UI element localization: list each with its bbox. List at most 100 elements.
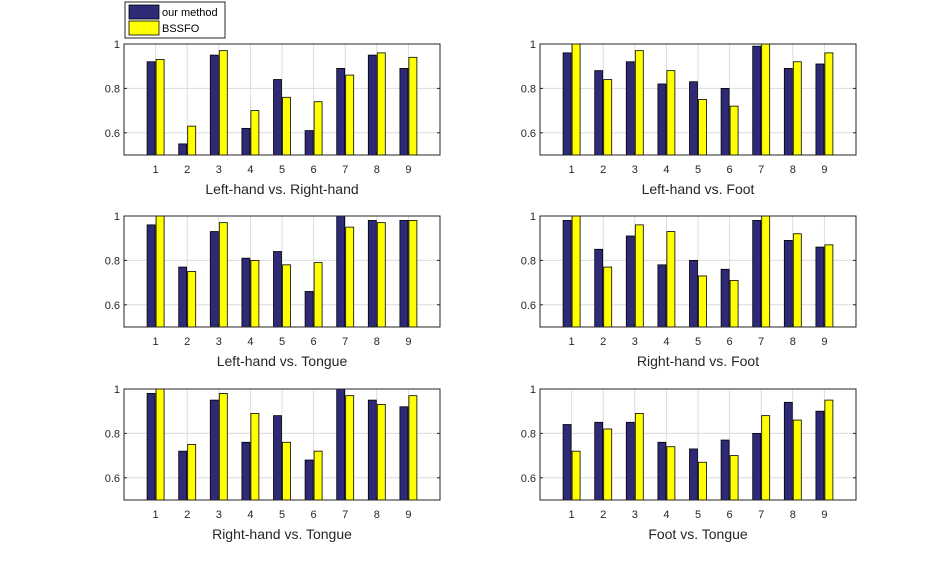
bar-bssfo — [603, 79, 613, 156]
bar-bssfo — [729, 105, 739, 156]
bar-bssfo — [282, 441, 291, 501]
y-tick-label: 1 — [530, 39, 536, 51]
x-tick-label: 1 — [569, 336, 575, 348]
x-axis-label: Left-hand vs. Foot — [642, 181, 755, 197]
chart-panel-5: 0.6 0.8 1 1 2 3 4 5 6 7 8 9 Right-hand vs. Tongue — [105, 384, 441, 542]
x-tick-label: 3 — [216, 336, 222, 348]
x-tick-label: 1 — [153, 164, 159, 176]
x-tick-label: 7 — [758, 336, 764, 348]
bar-our-method — [367, 220, 377, 328]
y-tick-label: 1 — [530, 211, 536, 223]
x-tick-label: 7 — [758, 164, 764, 176]
y-tick-label: 0.6 — [521, 473, 536, 485]
x-tick-label: 7 — [342, 509, 348, 521]
x-tick-label: 1 — [153, 336, 159, 348]
y-tick-label: 0.8 — [521, 255, 536, 267]
y-tick-label: 0.6 — [105, 473, 120, 485]
bar-our-method — [304, 291, 314, 328]
bar-bssfo — [282, 264, 291, 328]
bar-our-method — [657, 264, 667, 328]
bar-bssfo — [824, 52, 834, 156]
x-tick-label: 8 — [790, 336, 796, 348]
bar-our-method — [399, 220, 409, 328]
x-tick-label: 1 — [569, 509, 575, 521]
bar-bssfo — [187, 271, 197, 328]
y-tick-label: 0.8 — [105, 255, 120, 267]
bar-our-method — [562, 52, 572, 156]
x-tick-label: 8 — [790, 509, 796, 521]
bar-bssfo — [603, 428, 613, 501]
x-tick-label: 6 — [311, 336, 317, 348]
bar-our-method — [399, 406, 409, 501]
bar-our-method — [720, 439, 730, 501]
x-tick-label: 4 — [247, 164, 253, 176]
bar-bssfo — [792, 419, 802, 501]
x-tick-label: 3 — [216, 164, 222, 176]
bar-bssfo — [761, 215, 771, 328]
x-tick-label: 8 — [790, 164, 796, 176]
bar-bssfo — [408, 220, 418, 328]
y-tick-label: 0.6 — [105, 300, 120, 312]
x-tick-label: 5 — [695, 509, 701, 521]
bar-bssfo — [761, 43, 771, 156]
x-tick-label: 4 — [247, 509, 253, 521]
x-tick-label: 4 — [663, 164, 669, 176]
x-tick-label: 4 — [663, 336, 669, 348]
x-tick-label: 6 — [311, 509, 317, 521]
bar-bssfo — [218, 393, 228, 501]
bar-bssfo — [345, 226, 355, 328]
x-axis-label: Left-hand vs. Right-hand — [205, 181, 358, 197]
y-tick-label: 0.6 — [105, 128, 120, 140]
bar-bssfo — [698, 461, 707, 501]
legend-label-our-method: our method — [162, 7, 218, 19]
bar-bssfo — [408, 56, 418, 156]
bar-our-method — [336, 388, 346, 501]
x-tick-label: 4 — [247, 336, 253, 348]
bar-bssfo — [376, 404, 386, 501]
x-tick-label: 2 — [600, 509, 606, 521]
bar-our-method — [657, 83, 667, 156]
bar-our-method — [146, 61, 156, 156]
bar-our-method — [209, 54, 219, 156]
y-tick-label: 0.6 — [521, 128, 536, 140]
x-axis-label: Right-hand vs. Foot — [637, 353, 759, 369]
x-tick-label: 8 — [374, 509, 380, 521]
bar-our-method — [783, 240, 793, 328]
bar-bssfo — [571, 43, 581, 156]
bar-our-method — [594, 70, 604, 156]
bar-bssfo — [666, 231, 676, 328]
bar-our-method — [562, 424, 572, 501]
bar-our-method — [689, 259, 698, 328]
bar-our-method — [562, 220, 572, 328]
bar-bssfo — [698, 99, 707, 156]
bar-bssfo — [187, 444, 197, 501]
x-tick-label: 8 — [374, 164, 380, 176]
x-tick-label: 3 — [216, 509, 222, 521]
y-tick-label: 0.6 — [521, 300, 536, 312]
bar-bssfo — [218, 50, 228, 156]
x-tick-label: 5 — [279, 164, 285, 176]
bar-our-method — [625, 235, 635, 328]
x-tick-label: 9 — [405, 509, 411, 521]
bar-bssfo — [571, 450, 581, 501]
bar-our-method — [657, 441, 667, 501]
bar-our-method — [815, 63, 825, 156]
x-tick-label: 2 — [184, 509, 190, 521]
bar-our-method — [367, 54, 377, 156]
bar-bssfo — [155, 215, 165, 328]
bar-our-method — [336, 215, 346, 328]
bar-bssfo — [408, 395, 418, 501]
bar-bssfo — [698, 275, 707, 328]
x-tick-label: 2 — [600, 336, 606, 348]
x-tick-label: 3 — [632, 164, 638, 176]
bar-our-method — [273, 415, 282, 501]
bar-bssfo — [345, 395, 355, 501]
bar-our-method — [146, 224, 156, 328]
bar-bssfo — [345, 74, 355, 156]
bar-bssfo — [376, 52, 386, 156]
y-tick-label: 0.8 — [105, 428, 120, 440]
legend-label-bssfo: BSSFO — [162, 23, 200, 35]
bar-our-method — [241, 441, 251, 501]
bar-bssfo — [250, 259, 260, 328]
